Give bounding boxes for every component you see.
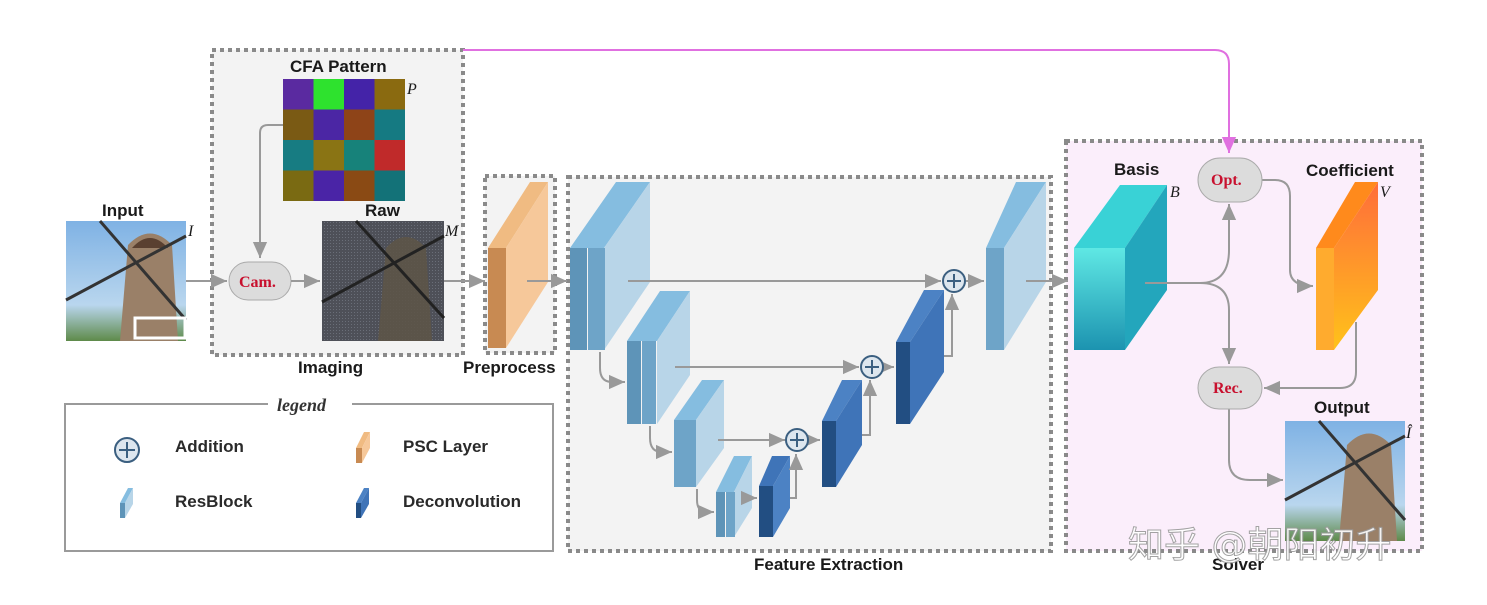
cfa-cell (374, 79, 405, 110)
cfa-cell (344, 170, 375, 201)
cfa-cell (283, 140, 314, 171)
plus-circle-icon (114, 437, 140, 463)
rec-node-label: Rec. (1213, 380, 1243, 397)
legend-deconvolution-label: Deconvolution (403, 492, 521, 511)
cfa-cell (313, 170, 344, 201)
cfa-symbol: P (406, 81, 417, 98)
raw-symbol: M (444, 223, 460, 240)
cfa-cell (313, 109, 344, 140)
legend-resblock-label: ResBlock (175, 492, 253, 511)
cfa-cell (344, 79, 375, 110)
cfa-cell (344, 109, 375, 140)
resblock-level-1 (570, 182, 650, 350)
cfa-label: CFA Pattern (290, 57, 387, 76)
output-label: Output (1314, 398, 1370, 417)
rec-node (1197, 366, 1263, 410)
imaging-label: Imaging (298, 358, 363, 377)
solver-label: Solver (1212, 555, 1264, 574)
skip-to-opt-arrow (463, 49, 1237, 153)
cfa-cell (283, 109, 314, 140)
addition-node-1 (942, 269, 966, 293)
basis-label: Basis (1114, 160, 1159, 179)
resblock-level-3 (674, 380, 724, 487)
deconv-block-2 (822, 380, 862, 487)
psc-layer-block (488, 182, 548, 348)
coefficient-symbol: V (1380, 184, 1392, 201)
legend-addition-label: Addition (175, 437, 244, 456)
cfa-cell (374, 109, 405, 140)
cfa-cell (313, 79, 344, 110)
raw-image (321, 219, 446, 341)
basis-block (1074, 185, 1167, 350)
cfa-cell (283, 170, 314, 201)
watermark: 知乎 @朝阳初升 (1128, 525, 1391, 566)
cfa-cell (283, 79, 314, 110)
output-image (1284, 420, 1407, 541)
cam-node-label: Cam. (239, 274, 276, 291)
input-symbol: I (187, 223, 194, 240)
coefficient-label: Coefficient (1306, 161, 1394, 180)
resblock-output (986, 182, 1046, 350)
legend-title: legend (277, 395, 327, 415)
preprocess-label: Preprocess (463, 358, 556, 377)
cfa-pattern-grid (283, 79, 405, 201)
deconv-block-1 (759, 456, 790, 537)
input-label: Input (102, 201, 144, 220)
cfa-cell (344, 140, 375, 171)
feature-extraction-label: Feature Extraction (754, 555, 903, 574)
deconv-block-3 (896, 290, 944, 424)
raw-label: Raw (365, 201, 401, 220)
legend-psc-label: PSC Layer (403, 437, 488, 456)
psc-layer-icon (356, 432, 370, 463)
cfa-cell (374, 170, 405, 201)
resblock-icon (120, 488, 133, 518)
addition-node-2 (860, 355, 884, 379)
coefficient-block (1316, 182, 1378, 350)
resblock-level-2 (627, 291, 690, 424)
cfa-cell (374, 140, 405, 171)
cfa-cell (313, 140, 344, 171)
opt-node (1197, 157, 1263, 203)
addition-node-3 (785, 428, 809, 452)
legend-box (64, 403, 554, 552)
opt-node-label: Opt. (1211, 172, 1242, 189)
deconvolution-icon (356, 488, 369, 518)
basis-symbol: B (1170, 184, 1180, 201)
input-image (65, 220, 188, 341)
output-symbol: Î (1405, 423, 1413, 442)
